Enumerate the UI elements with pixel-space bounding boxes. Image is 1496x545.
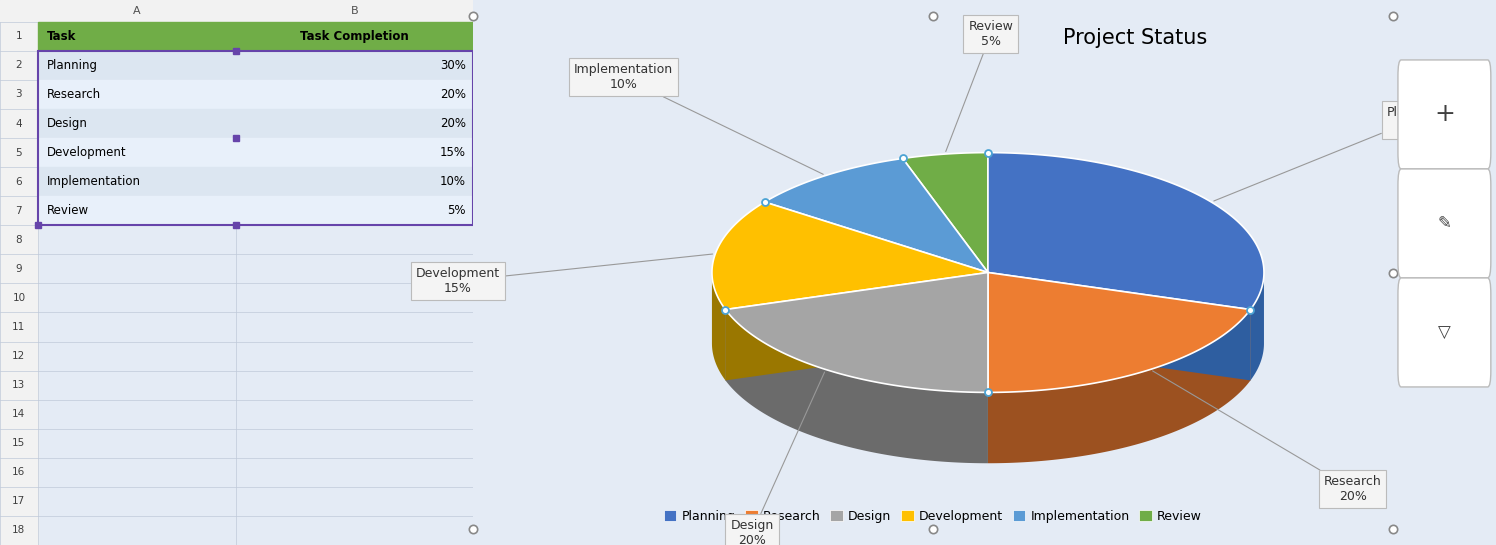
Text: Review: Review [48, 204, 90, 217]
Polygon shape [987, 272, 1251, 380]
Bar [37, 167, 473, 196]
Text: Review
5%: Review 5% [945, 20, 1013, 152]
Polygon shape [712, 272, 726, 380]
Text: 15%: 15% [440, 146, 465, 159]
Polygon shape [726, 272, 987, 392]
Polygon shape [987, 272, 1251, 392]
Bar [37, 138, 473, 167]
Polygon shape [726, 272, 987, 380]
Text: Design: Design [48, 117, 88, 130]
Text: ▽: ▽ [1438, 323, 1451, 342]
Text: 14: 14 [12, 409, 25, 419]
Text: 5%: 5% [447, 204, 465, 217]
Polygon shape [987, 153, 1264, 310]
Polygon shape [712, 202, 987, 310]
Text: 17: 17 [12, 496, 25, 506]
Text: Development: Development [48, 146, 127, 159]
Text: 18: 18 [12, 525, 25, 536]
Text: 4: 4 [15, 118, 22, 129]
Polygon shape [987, 310, 1251, 463]
FancyBboxPatch shape [1397, 169, 1492, 278]
FancyBboxPatch shape [1397, 60, 1492, 169]
Legend: Planning, Research, Design, Development, Implementation, Review: Planning, Research, Design, Development,… [658, 505, 1207, 528]
Polygon shape [902, 153, 987, 272]
Text: 7: 7 [15, 205, 22, 216]
Bar [37, 51, 473, 80]
Text: 20%: 20% [440, 117, 465, 130]
Text: Planning
30%: Planning 30% [1213, 106, 1441, 201]
Bar [0, 0, 473, 22]
Bar [37, 196, 473, 225]
Text: 3: 3 [15, 89, 22, 100]
Text: 1: 1 [15, 31, 22, 41]
Text: Task Completion: Task Completion [301, 30, 408, 43]
Text: Research: Research [48, 88, 102, 101]
Text: 10: 10 [12, 293, 25, 303]
Bar [37, 109, 473, 138]
Text: 2: 2 [15, 60, 22, 70]
Text: Task: Task [48, 30, 76, 43]
Text: 8: 8 [15, 235, 22, 245]
Text: B: B [350, 6, 359, 16]
Text: Implementation: Implementation [48, 175, 141, 188]
Text: 9: 9 [15, 264, 22, 274]
Polygon shape [726, 272, 987, 380]
Polygon shape [764, 159, 987, 272]
Text: 10%: 10% [440, 175, 465, 188]
Text: Research
20%: Research 20% [1152, 371, 1381, 504]
Text: 11: 11 [12, 322, 25, 332]
Text: Development
15%: Development 15% [416, 254, 712, 295]
Polygon shape [726, 310, 987, 463]
Text: 16: 16 [12, 467, 25, 477]
Bar [37, 22, 473, 51]
Text: +: + [1435, 102, 1454, 126]
Text: 15: 15 [12, 438, 25, 449]
Text: 6: 6 [15, 177, 22, 187]
Text: ✎: ✎ [1438, 214, 1451, 233]
Text: Implementation
10%: Implementation 10% [574, 63, 823, 174]
Polygon shape [987, 272, 1251, 380]
Text: 20%: 20% [440, 88, 465, 101]
Bar [37, 51, 473, 225]
Text: Project Status: Project Status [1064, 28, 1207, 48]
FancyBboxPatch shape [1397, 278, 1492, 387]
Bar [0, 0, 37, 545]
Text: 5: 5 [15, 148, 22, 158]
Polygon shape [1251, 272, 1264, 380]
Text: Design
20%: Design 20% [730, 372, 824, 545]
Text: A: A [133, 6, 141, 16]
Text: 30%: 30% [440, 59, 465, 72]
Text: Planning: Planning [48, 59, 99, 72]
Text: 13: 13 [12, 380, 25, 390]
Bar [37, 80, 473, 109]
Text: 12: 12 [12, 351, 25, 361]
